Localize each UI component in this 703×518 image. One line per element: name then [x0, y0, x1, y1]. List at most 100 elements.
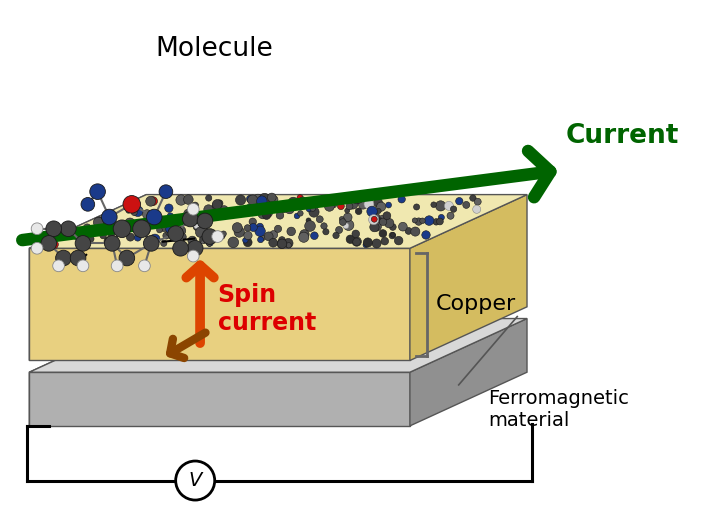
- Circle shape: [150, 234, 160, 245]
- Circle shape: [307, 206, 311, 212]
- Circle shape: [144, 222, 150, 228]
- Circle shape: [262, 195, 271, 204]
- Circle shape: [244, 231, 252, 240]
- Circle shape: [126, 208, 131, 213]
- Circle shape: [347, 198, 358, 209]
- Circle shape: [456, 197, 463, 205]
- Circle shape: [352, 237, 361, 246]
- Circle shape: [381, 237, 389, 245]
- Circle shape: [475, 198, 481, 205]
- Circle shape: [186, 216, 195, 224]
- Circle shape: [173, 240, 188, 256]
- Circle shape: [359, 200, 368, 209]
- Circle shape: [188, 240, 203, 256]
- Text: Copper: Copper: [435, 294, 515, 314]
- Circle shape: [167, 213, 174, 219]
- Circle shape: [119, 250, 135, 266]
- Circle shape: [371, 217, 378, 222]
- Circle shape: [60, 221, 76, 237]
- Circle shape: [106, 226, 117, 236]
- Polygon shape: [410, 319, 527, 426]
- Circle shape: [262, 208, 273, 218]
- Circle shape: [124, 218, 135, 228]
- Text: Current: Current: [566, 123, 679, 149]
- Circle shape: [363, 242, 368, 248]
- Circle shape: [262, 206, 269, 212]
- Circle shape: [41, 236, 57, 251]
- Circle shape: [287, 227, 295, 236]
- Circle shape: [197, 213, 213, 229]
- Circle shape: [280, 205, 288, 213]
- Circle shape: [368, 202, 373, 206]
- Circle shape: [94, 217, 105, 227]
- Circle shape: [269, 198, 275, 204]
- Circle shape: [267, 193, 276, 202]
- Circle shape: [159, 216, 167, 223]
- Circle shape: [378, 218, 383, 223]
- Circle shape: [163, 222, 169, 228]
- Circle shape: [157, 227, 162, 233]
- Circle shape: [255, 203, 264, 211]
- Circle shape: [389, 224, 396, 231]
- Circle shape: [168, 226, 183, 241]
- Circle shape: [123, 196, 141, 213]
- Circle shape: [420, 218, 425, 224]
- Circle shape: [243, 238, 248, 243]
- Circle shape: [431, 202, 437, 208]
- Circle shape: [259, 235, 266, 241]
- Circle shape: [53, 260, 65, 271]
- Circle shape: [295, 213, 299, 219]
- Circle shape: [353, 196, 361, 204]
- Circle shape: [250, 205, 259, 213]
- Circle shape: [257, 223, 264, 230]
- Circle shape: [75, 236, 91, 251]
- Circle shape: [340, 219, 346, 225]
- Circle shape: [143, 210, 152, 219]
- Circle shape: [174, 215, 179, 221]
- Circle shape: [257, 196, 267, 206]
- Circle shape: [232, 223, 243, 233]
- Circle shape: [373, 222, 382, 231]
- Circle shape: [163, 232, 169, 239]
- Circle shape: [411, 227, 420, 236]
- Circle shape: [344, 208, 349, 213]
- Circle shape: [276, 211, 284, 219]
- Circle shape: [243, 238, 252, 247]
- Circle shape: [205, 195, 212, 201]
- Circle shape: [470, 195, 476, 202]
- Circle shape: [438, 214, 444, 221]
- Circle shape: [463, 202, 470, 208]
- Circle shape: [274, 225, 282, 233]
- Circle shape: [415, 218, 423, 225]
- Circle shape: [236, 195, 245, 205]
- Circle shape: [249, 218, 257, 225]
- Circle shape: [204, 205, 213, 214]
- Circle shape: [288, 197, 299, 208]
- Circle shape: [385, 219, 394, 228]
- Circle shape: [165, 204, 173, 212]
- Circle shape: [389, 232, 396, 239]
- Circle shape: [90, 184, 105, 199]
- Circle shape: [228, 237, 238, 248]
- Circle shape: [394, 236, 403, 245]
- Circle shape: [200, 236, 207, 243]
- Circle shape: [183, 211, 198, 227]
- Polygon shape: [30, 195, 527, 248]
- Circle shape: [337, 203, 344, 210]
- Circle shape: [321, 223, 327, 229]
- Circle shape: [353, 238, 361, 246]
- Circle shape: [309, 207, 319, 217]
- Circle shape: [150, 238, 157, 246]
- Circle shape: [133, 206, 141, 213]
- Circle shape: [218, 232, 225, 239]
- Circle shape: [133, 220, 150, 238]
- Circle shape: [277, 239, 286, 248]
- Circle shape: [259, 193, 270, 204]
- Circle shape: [160, 240, 167, 247]
- Circle shape: [195, 227, 206, 238]
- Circle shape: [77, 260, 89, 271]
- Circle shape: [250, 223, 257, 232]
- Circle shape: [139, 223, 146, 229]
- Circle shape: [335, 226, 342, 234]
- Circle shape: [343, 223, 349, 229]
